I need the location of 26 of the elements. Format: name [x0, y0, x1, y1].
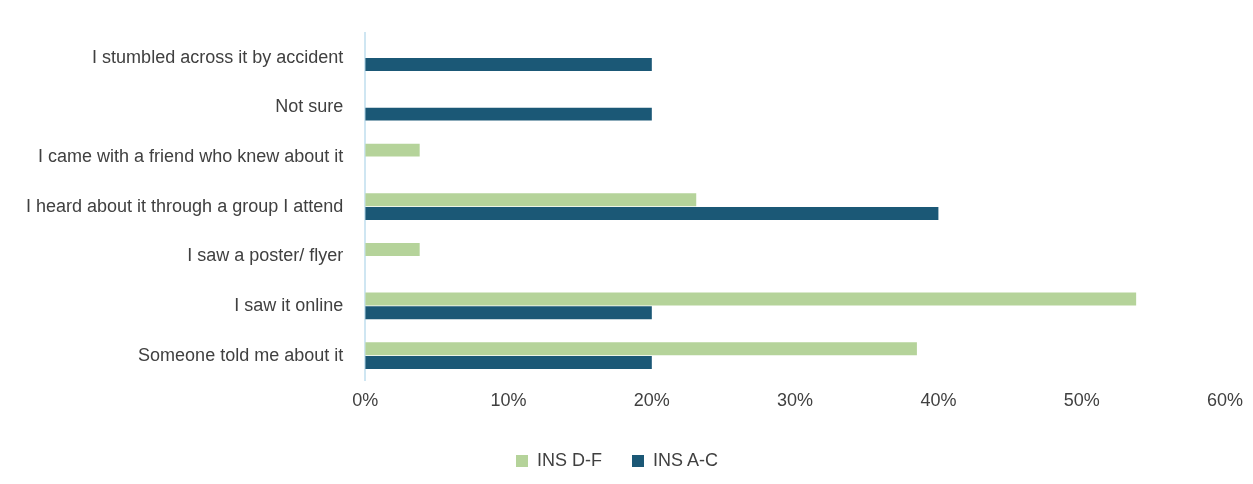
x-tick-label: 50% — [1063, 390, 1100, 411]
y-tick-label: I heard about it through a group I attend — [26, 195, 344, 216]
y-tick-label: I saw a poster/ flyer — [187, 245, 344, 266]
legend-label: INS A-C — [652, 449, 719, 470]
bar — [365, 193, 697, 207]
bar — [365, 57, 652, 71]
y-tick-label: I stumbled across it by accident — [92, 46, 344, 67]
x-tick-label: 10% — [490, 390, 527, 411]
bar — [365, 355, 652, 369]
x-tick-label: 0% — [352, 390, 379, 411]
y-tick-label: I saw it online — [234, 294, 344, 315]
x-tick-label: 60% — [1206, 390, 1243, 411]
y-tick-label: Someone told me about it — [138, 344, 344, 365]
y-tick-label: Not sure — [275, 96, 344, 117]
bar — [365, 306, 652, 320]
bar — [365, 206, 939, 220]
bar — [365, 143, 420, 157]
bar — [365, 242, 420, 256]
bar — [365, 342, 917, 356]
x-tick-label: 20% — [633, 390, 670, 411]
y-tick-label: I came with a friend who knew about it — [38, 145, 344, 166]
x-tick-label: 30% — [777, 390, 814, 411]
bar — [365, 292, 1137, 306]
legend-label: INS D-F — [537, 449, 602, 470]
x-tick-label: 40% — [920, 390, 957, 411]
bar — [365, 107, 652, 121]
